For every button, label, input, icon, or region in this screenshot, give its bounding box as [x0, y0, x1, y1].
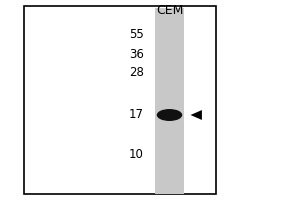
Ellipse shape: [157, 109, 182, 121]
Text: 17: 17: [129, 108, 144, 121]
Polygon shape: [190, 110, 202, 120]
Text: 55: 55: [129, 28, 144, 42]
Text: 36: 36: [129, 48, 144, 62]
Bar: [24, 6, 216, 194]
Text: CEM: CEM: [156, 4, 183, 18]
Text: 28: 28: [129, 66, 144, 78]
Text: 10: 10: [129, 148, 144, 160]
Bar: [155, 8, 184, 194]
